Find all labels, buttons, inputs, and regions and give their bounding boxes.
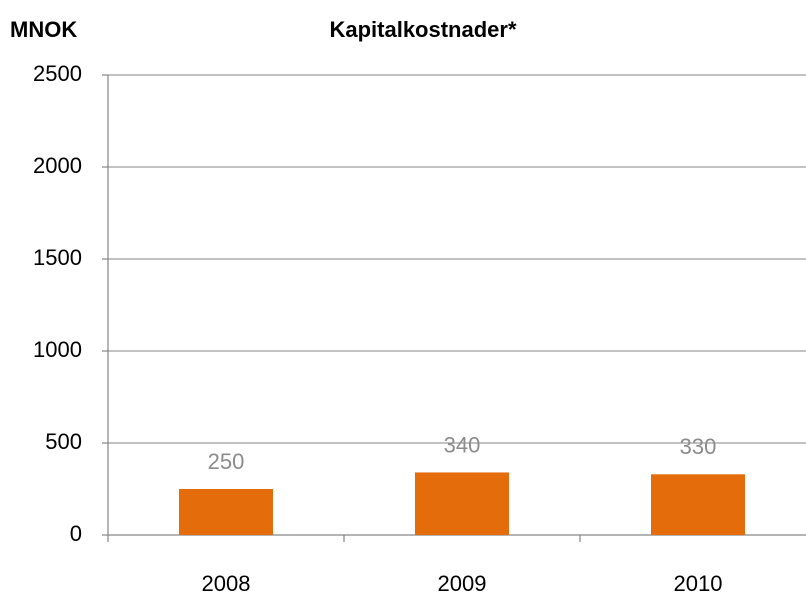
data-label: 250 [208,449,245,474]
y-tick-label: 2000 [33,153,82,178]
bar [179,489,273,535]
y-axis-label: MNOK [10,17,77,42]
x-tick-label: 2010 [674,571,723,596]
y-tick-label: 2500 [33,61,82,86]
data-label: 340 [444,432,481,457]
y-tick-label: 1500 [33,245,82,270]
bar [651,474,745,535]
y-tick-label: 500 [45,429,82,454]
data-label: 330 [680,434,717,459]
y-tick-label: 1000 [33,337,82,362]
x-tick-label: 2008 [202,571,251,596]
y-tick-label: 0 [70,521,82,546]
chart-title: Kapitalkostnader* [329,17,516,42]
bar [415,472,509,535]
x-tick-label: 2009 [438,571,487,596]
